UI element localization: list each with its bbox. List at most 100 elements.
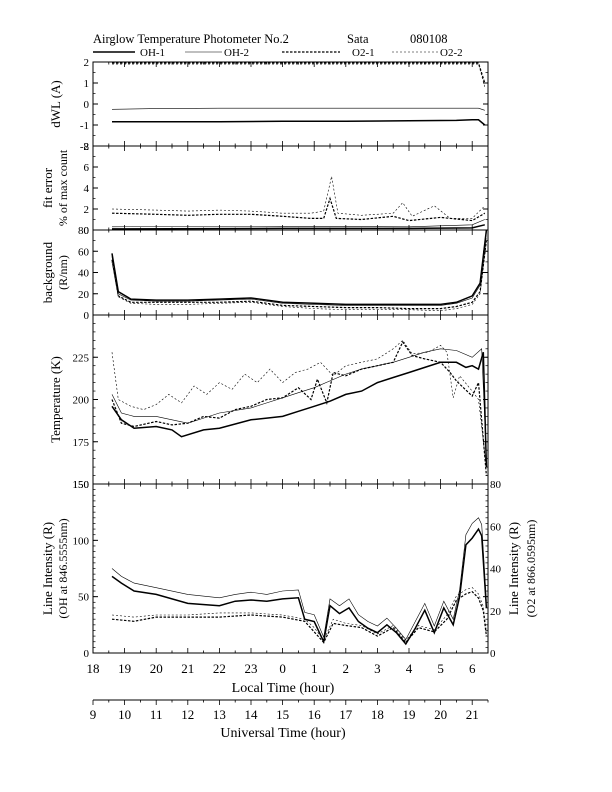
series-line-int-oh2 (111, 517, 487, 641)
ylabel-bg: background (40, 241, 55, 303)
panel-frame-temp (92, 314, 489, 485)
panel-fit: 8 6 4 2 0 fit error% of max count (40, 141, 489, 237)
ylabel-dwl: dWL (A) (48, 80, 63, 128)
series-line-bg-oh2 (111, 232, 487, 306)
series-line-bg-o21 (111, 240, 487, 310)
ytick-label-fit: 2 (84, 204, 90, 216)
xtick-label: 0 (279, 661, 286, 676)
series-group-fit (111, 176, 486, 230)
series-line-dwl-oh1 (112, 119, 486, 126)
ytick-label-dwl: -1 (80, 120, 89, 132)
panel-bg: 80 60 40 20 0 background (R/nm) (40, 225, 489, 322)
x2tick-label: 11 (150, 707, 163, 722)
ytick-label-bg: 40 (78, 268, 90, 280)
ylabel2-right-int: (O2 at 866.0595nm) (524, 520, 538, 618)
series-line-fit-o21 (111, 196, 486, 222)
legend-label-o21: O2-1 (352, 47, 375, 59)
legend-label-oh2: OH-2 (224, 47, 249, 59)
x2tick-label: 16 (308, 707, 322, 722)
ylabel-temp: Temperature (K) (48, 356, 63, 443)
ytick-label-fit: 6 (84, 162, 90, 174)
xtick-label: 2 (343, 661, 350, 676)
x2tick-label: 14 (245, 707, 259, 722)
ytick-label-int: 150 (73, 479, 90, 491)
series-group-dwl (111, 62, 486, 126)
ylabel2-fit: % of max count (56, 149, 70, 226)
panel-frame-int (92, 483, 489, 654)
legend: OH-1 OH-2 O2-1 O2-2 (93, 47, 463, 59)
x-axis: 18 19 20 21 22 23 0 1 2 3 4 5 6 (87, 661, 476, 676)
x2tick-label: 17 (339, 707, 353, 722)
series-line-bg-oh1 (111, 230, 488, 306)
ytick-label-temp: 200 (73, 395, 90, 407)
series-line-bg-o22 (111, 238, 487, 312)
ytick-label-bg: 60 (78, 246, 90, 258)
xtick-label: 18 (87, 661, 100, 676)
panel-frame-dwl (92, 61, 489, 147)
series-line-temp-o22 (111, 339, 487, 468)
panel-temp: 225 200 175 150 Temperature (K) (48, 314, 489, 491)
ytick-label-fit: 0 (84, 225, 90, 237)
ylabel-int: Line Intensity (R) (40, 522, 55, 615)
x2tick-label: 21 (466, 707, 479, 722)
ytick-right-label-int: 80 (490, 479, 502, 491)
ylabel2-bg: (R/nm) (56, 255, 70, 290)
series-line-int-o21 (111, 591, 487, 644)
series-line-temp-oh1 (111, 351, 488, 468)
site-label: Sata (347, 32, 369, 46)
ytick-label-bg: 80 (78, 225, 90, 237)
xtick-label: 6 (469, 661, 476, 676)
x2tick-label: 9 (90, 707, 97, 722)
ytick-right-label-int: 60 (490, 521, 502, 533)
x2-axis-label: Universal Time (hour) (220, 726, 346, 741)
ytick-label-dwl: 2 (84, 57, 90, 69)
ylabel-right-int: Line Intensity (R) (506, 522, 521, 615)
ytick-label-temp: 150 (73, 479, 90, 491)
ytick-label-int: 100 (73, 535, 90, 547)
series-line-dwl-o21 (112, 62, 486, 84)
ytick-label-bg: 0 (84, 310, 90, 322)
xtick-label: 23 (245, 661, 258, 676)
series-group-bg (111, 230, 488, 312)
ytick-label-dwl: 1 (84, 78, 90, 90)
series-line-int-oh1 (111, 527, 488, 646)
ytick-label-fit: 8 (84, 141, 90, 153)
xtick-label: 4 (406, 661, 413, 676)
ytick-right-label-int: 0 (490, 648, 496, 660)
series-line-fit-oh2 (111, 219, 485, 228)
ytick-label-int: 50 (78, 592, 90, 604)
series-line-temp-o21 (111, 340, 487, 476)
series-group-int (111, 517, 488, 646)
ytick-right-label-int: 40 (490, 564, 502, 576)
ytick-label-dwl: -2 (80, 141, 89, 153)
series-line-fit-oh1 (111, 224, 485, 230)
ytick-label-fit: 4 (84, 183, 90, 195)
ytick-label-bg: 20 (78, 289, 90, 301)
ytick-label-temp: 175 (73, 437, 90, 449)
date-label: 080108 (410, 32, 448, 46)
series-line-dwl-o22 (112, 63, 486, 88)
xtick-label: 3 (374, 661, 381, 676)
x2tick-label: 13 (213, 707, 226, 722)
series-line-dwl-oh2 (111, 107, 485, 111)
xtick-label: 22 (213, 661, 226, 676)
series-line-fit-o22 (111, 176, 486, 219)
series-group-temp (111, 339, 488, 476)
x2-axis: 9 10 11 12 13 14 15 16 17 18 19 20 21 (90, 699, 489, 722)
panel-frame-fit (92, 145, 489, 231)
panel-dwl: 2 1 0 -1 -2 dWL (A) (48, 57, 489, 153)
x2tick-label: 19 (403, 707, 416, 722)
xtick-label: 21 (181, 661, 194, 676)
x2tick-label: 10 (118, 707, 131, 722)
x2tick-label: 18 (371, 707, 384, 722)
x-axis-label: Local Time (hour) (232, 681, 335, 696)
ytick-right-label-int: 20 (490, 606, 502, 618)
x2tick-label: 20 (434, 707, 447, 722)
ylabel-fit: fit error (40, 167, 55, 208)
legend-label-o22: O2-2 (440, 47, 463, 59)
xtick-label: 19 (118, 661, 131, 676)
